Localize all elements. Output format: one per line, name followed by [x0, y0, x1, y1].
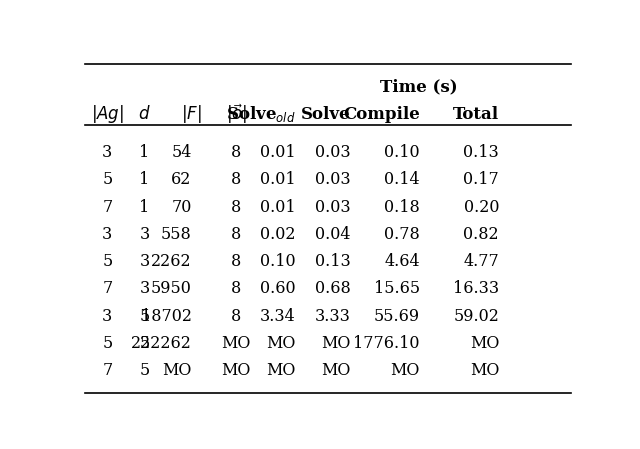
Text: MO: MO	[321, 335, 350, 352]
Text: 16.33: 16.33	[453, 281, 499, 298]
Text: 5: 5	[102, 335, 113, 352]
Text: 0.03: 0.03	[315, 198, 350, 216]
Text: 0.20: 0.20	[463, 198, 499, 216]
Text: 5: 5	[102, 253, 113, 270]
Text: 4.64: 4.64	[384, 253, 420, 270]
Text: 3: 3	[140, 253, 150, 270]
Text: 0.13: 0.13	[463, 144, 499, 161]
Text: 15.65: 15.65	[374, 281, 420, 298]
Text: 4.77: 4.77	[463, 253, 499, 270]
Text: 59.02: 59.02	[453, 308, 499, 325]
Text: MO: MO	[470, 362, 499, 379]
Text: 2262: 2262	[151, 253, 191, 270]
Text: 7: 7	[102, 281, 113, 298]
Text: $d$: $d$	[138, 106, 151, 123]
Text: 70: 70	[172, 198, 191, 216]
Text: Compile: Compile	[343, 106, 420, 123]
Text: 0.04: 0.04	[315, 226, 350, 243]
Text: 5: 5	[102, 171, 113, 188]
Text: 8: 8	[231, 144, 241, 161]
Text: Total: Total	[453, 106, 499, 123]
Text: 0.13: 0.13	[315, 253, 350, 270]
Text: Solve: Solve	[301, 106, 350, 123]
Text: 8: 8	[231, 253, 241, 270]
Text: 0.60: 0.60	[260, 281, 296, 298]
Text: MO: MO	[162, 362, 191, 379]
Text: $|F|$: $|F|$	[181, 103, 202, 125]
Text: 0.01: 0.01	[260, 171, 296, 188]
Text: 54: 54	[172, 144, 191, 161]
Text: 8: 8	[231, 281, 241, 298]
Text: 0.14: 0.14	[384, 171, 420, 188]
Text: MO: MO	[390, 362, 420, 379]
Text: 7: 7	[102, 362, 113, 379]
Text: Time (s): Time (s)	[380, 78, 458, 95]
Text: 3: 3	[102, 308, 113, 325]
Text: Solve$_{old}$: Solve$_{old}$	[226, 104, 296, 124]
Text: 18702: 18702	[141, 308, 191, 325]
Text: 0.78: 0.78	[384, 226, 420, 243]
Text: 558: 558	[161, 226, 191, 243]
Text: 0.03: 0.03	[315, 144, 350, 161]
Text: MO: MO	[221, 335, 251, 352]
Text: 8: 8	[231, 171, 241, 188]
Text: 62: 62	[172, 171, 191, 188]
Text: 3: 3	[102, 226, 113, 243]
Text: 0.03: 0.03	[315, 171, 350, 188]
Text: 3: 3	[140, 226, 150, 243]
Text: 0.17: 0.17	[463, 171, 499, 188]
Text: 0.10: 0.10	[260, 253, 296, 270]
Text: 3.33: 3.33	[314, 308, 350, 325]
Text: 5: 5	[140, 362, 150, 379]
Text: $|Ag|$: $|Ag|$	[91, 103, 124, 125]
Text: 8: 8	[231, 226, 241, 243]
Text: 0.68: 0.68	[315, 281, 350, 298]
Text: 0.02: 0.02	[260, 226, 296, 243]
Text: 1: 1	[140, 144, 150, 161]
Text: 0.10: 0.10	[384, 144, 420, 161]
Text: MO: MO	[321, 362, 350, 379]
Text: 0.01: 0.01	[260, 198, 296, 216]
Text: 7: 7	[102, 198, 113, 216]
Text: MO: MO	[266, 362, 296, 379]
Text: 5: 5	[140, 335, 150, 352]
Text: 222262: 222262	[131, 335, 191, 352]
Text: 8: 8	[231, 308, 241, 325]
Text: 1: 1	[140, 198, 150, 216]
Text: 5950: 5950	[151, 281, 191, 298]
Text: 0.18: 0.18	[384, 198, 420, 216]
Text: 3.34: 3.34	[260, 308, 296, 325]
Text: 5: 5	[140, 308, 150, 325]
Text: 3: 3	[140, 281, 150, 298]
Text: 1776.10: 1776.10	[353, 335, 420, 352]
Text: MO: MO	[470, 335, 499, 352]
Text: 1: 1	[140, 171, 150, 188]
Text: $|\vec{o}|$: $|\vec{o}|$	[226, 103, 247, 126]
Text: 0.01: 0.01	[260, 144, 296, 161]
Text: 8: 8	[231, 198, 241, 216]
Text: 3: 3	[102, 144, 113, 161]
Text: 55.69: 55.69	[374, 308, 420, 325]
Text: MO: MO	[221, 362, 251, 379]
Text: 0.82: 0.82	[463, 226, 499, 243]
Text: MO: MO	[266, 335, 296, 352]
